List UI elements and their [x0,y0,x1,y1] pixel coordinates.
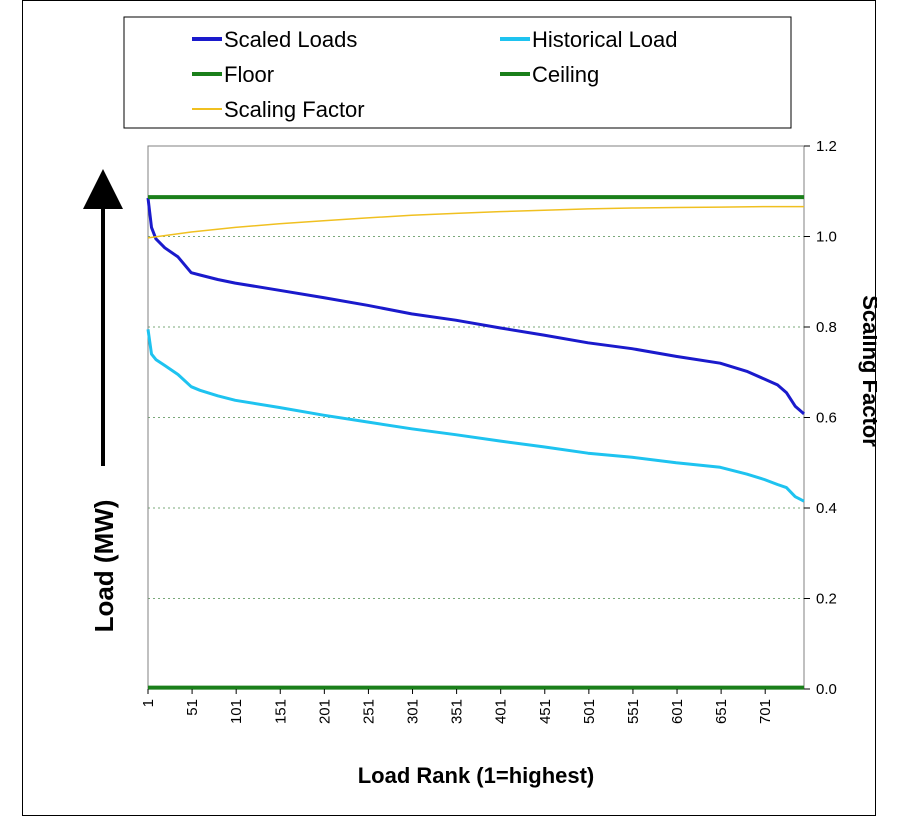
x-tick-label: 101 [228,699,245,724]
x-tick-label: 501 [581,699,598,724]
legend-label: Historical Load [532,27,678,52]
series-line-historical-load [146,329,805,503]
x-tick-label: 201 [316,699,333,724]
x-tick-label: 351 [449,699,466,724]
x-tick-label: 301 [405,699,422,724]
y-right-tick-label: 0.6 [816,410,837,427]
x-tick-label: 1 [140,699,157,707]
x-tick-label: 651 [713,699,730,724]
chart-frame: Scaled Loads Historical Load Floor Ceiling S… [22,0,877,816]
series-line-scaled-loads [146,197,805,416]
series-line-scaling-factor [147,205,804,239]
x-tick-label: 551 [625,699,642,724]
x-tick-label: 401 [493,699,510,724]
y-left-axis-title: Load (MW) [89,500,119,633]
x-tick-label: 151 [272,699,289,724]
series-group [146,195,805,690]
y-right-tick-label: 0.4 [816,500,837,517]
x-tick-label: 251 [360,699,377,724]
axes [147,145,810,694]
legend-label: Scaled Loads [224,27,357,52]
chart-svg: Scaled Loads Historical Load Floor Ceiling S… [83,16,877,788]
x-tick-labels: 1 51 101 151 201 251 301 351 401 451 501 551 601 651 7… [140,699,774,724]
legend-label: Scaling Factor [224,97,365,122]
y-right-tick-label: 0.0 [816,681,837,698]
y-right-tick-label: 1.2 [816,138,837,155]
legend: Scaled Loads Historical Load Floor Ceiling S… [123,16,792,129]
x-tick-label: 601 [669,699,686,724]
y-right-tick-label: 0.2 [816,591,837,608]
y-right-tick-label: 0.8 [816,319,837,336]
y-right-axis-title: Scaling Factor [858,295,877,447]
x-axis-title: Load Rank (1=highest) [358,763,595,788]
y-right-tick-label: 1.0 [816,229,837,246]
x-tick-label: 451 [537,699,554,724]
x-tick-label: 51 [184,699,201,716]
y-right-tick-labels: 0.0 0.2 0.4 0.6 0.8 1.0 1.2 [816,138,837,698]
plot-area [147,145,805,690]
legend-label: Floor [224,62,274,87]
legend-label: Ceiling [532,62,599,87]
gridlines [148,236,804,599]
legend-box [123,16,792,129]
x-tick-label: 701 [757,699,774,724]
